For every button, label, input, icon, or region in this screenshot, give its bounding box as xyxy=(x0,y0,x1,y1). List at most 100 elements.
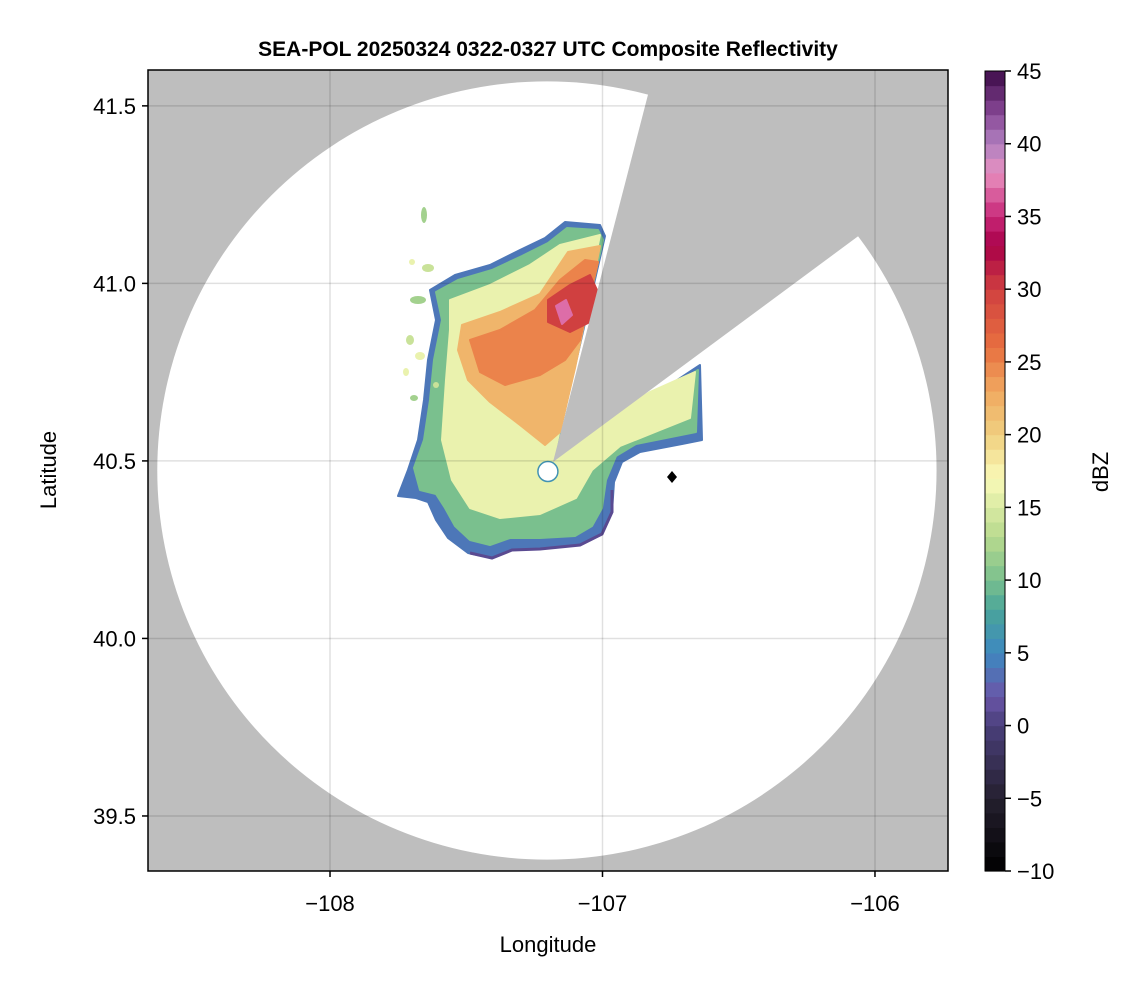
colorbar-tick-label: 15 xyxy=(1017,495,1041,520)
colorbar-tick-label: 5 xyxy=(1017,641,1029,666)
colorbar-bin xyxy=(985,551,1005,567)
chart-title: SEA-POL 20250324 0322-0327 UTC Composite… xyxy=(258,38,838,61)
radar-site-hole xyxy=(537,460,559,483)
grid-lines xyxy=(148,70,948,871)
small-echo-cell xyxy=(410,296,426,304)
colorbar-bin xyxy=(985,638,1005,654)
colorbar-bin xyxy=(985,187,1005,203)
colorbar-bin xyxy=(985,347,1005,363)
colorbar-bin xyxy=(985,391,1005,407)
colorbar-bin xyxy=(985,449,1005,465)
y-tick-label: 39.5 xyxy=(93,804,136,829)
colorbar-tick-label: 25 xyxy=(1017,350,1041,375)
colorbar-bin xyxy=(985,463,1005,479)
small-echo-cell xyxy=(406,335,414,345)
colorbar-bin xyxy=(985,725,1005,741)
x-tick-label: −108 xyxy=(305,891,355,916)
colorbar-bin xyxy=(985,216,1005,232)
colorbar-bin xyxy=(985,841,1005,858)
colorbar-bin xyxy=(985,114,1005,130)
colorbar-bin xyxy=(985,769,1005,785)
colorbar-tick-label: 45 xyxy=(1017,59,1041,84)
colorbar-tick-label: 35 xyxy=(1017,204,1041,229)
colorbar-tick-label: 30 xyxy=(1017,277,1041,302)
colorbar-bin xyxy=(985,71,1005,87)
colorbar-bin xyxy=(985,332,1005,348)
colorbar-bin xyxy=(985,623,1005,639)
blocked-sector-wedge xyxy=(553,70,948,462)
colorbar: −10 −5 0 5 10 15 20 25 30 35 40 45 xyxy=(984,59,1054,884)
x-axis-label: Longitude xyxy=(500,932,597,957)
colorbar-bin xyxy=(985,85,1005,101)
colorbar-bin xyxy=(985,201,1005,218)
colorbar-bin xyxy=(985,609,1005,625)
colorbar-tick-label: 0 xyxy=(1017,714,1029,739)
colorbar-bin xyxy=(985,565,1005,581)
small-echo-cell xyxy=(415,352,425,360)
colorbar-bin xyxy=(985,812,1005,828)
colorbar-bin xyxy=(985,652,1005,668)
colorbar-bin xyxy=(985,711,1005,727)
colorbar-bin xyxy=(985,420,1005,436)
colorbar-bin xyxy=(985,172,1005,188)
colorbar-bin xyxy=(985,521,1005,538)
y-tick-label: 41.5 xyxy=(93,94,136,119)
colorbar-label: dBZ xyxy=(1088,452,1113,492)
y-tick-label: 41.0 xyxy=(93,271,136,296)
colorbar-bin xyxy=(985,754,1005,770)
colorbar-bin xyxy=(985,536,1005,552)
colorbar-bin xyxy=(985,740,1005,756)
colorbar-bin xyxy=(985,303,1005,319)
colorbar-bin xyxy=(985,318,1005,334)
colorbar-bin xyxy=(985,667,1005,683)
colorbar-bin xyxy=(985,434,1005,450)
x-tick-label: −107 xyxy=(578,891,628,916)
small-echo-cell xyxy=(409,259,415,265)
echo-region-37dbz xyxy=(555,299,573,325)
colorbar-bin xyxy=(985,129,1005,145)
colorbar-bin xyxy=(985,231,1005,247)
plot-area xyxy=(148,70,948,871)
small-echo-cell xyxy=(422,264,434,272)
colorbar-tick-label: 20 xyxy=(1017,423,1041,448)
echo-edge-rim xyxy=(469,490,614,560)
colorbar-bin xyxy=(985,405,1005,421)
colorbar-bin xyxy=(985,681,1005,698)
small-echo-cell xyxy=(403,368,409,376)
colorbar-bin xyxy=(985,478,1005,494)
colorbar-bin xyxy=(985,274,1005,290)
x-tick-label: −106 xyxy=(850,891,900,916)
y-tick-label: 40.5 xyxy=(93,449,136,474)
colorbar-bin xyxy=(985,100,1005,116)
y-tick-label: 40.0 xyxy=(93,626,136,651)
colorbar-bin xyxy=(985,827,1005,843)
colorbar-frame xyxy=(984,70,1006,872)
colorbar-bin xyxy=(985,594,1005,610)
colorbar-bin xyxy=(985,289,1005,305)
colorbar-bin xyxy=(985,260,1005,276)
colorbar-bin xyxy=(985,580,1005,596)
colorbar-tick-label: 10 xyxy=(1017,568,1041,593)
colorbar-tick-label: −10 xyxy=(1017,859,1054,884)
colorbar-bin xyxy=(985,245,1005,261)
colorbar-bin xyxy=(985,783,1005,799)
colorbar-bin xyxy=(985,492,1005,508)
colorbar-tick-label: 40 xyxy=(1017,132,1041,157)
y-axis-label: Latitude xyxy=(36,431,61,509)
colorbar-bin xyxy=(985,376,1005,392)
small-echo-cell xyxy=(410,395,418,401)
axes: −108 −107 −106 39.5 40.0 40.5 41.0 41.5 xyxy=(93,94,900,916)
small-echo-cell xyxy=(421,207,427,223)
colorbar-bin xyxy=(985,798,1005,814)
small-echo-cell xyxy=(433,382,439,388)
colorbar-bin xyxy=(985,507,1005,523)
colorbar-tick-label: −5 xyxy=(1017,786,1042,811)
site-marker-diamond xyxy=(667,471,677,483)
colorbar-bin xyxy=(985,696,1005,712)
colorbar-bin xyxy=(985,143,1005,159)
plot-frame xyxy=(147,69,949,872)
colorbar-bin xyxy=(985,856,1005,872)
colorbar-bin xyxy=(985,361,1005,378)
colorbar-bin xyxy=(985,158,1005,174)
